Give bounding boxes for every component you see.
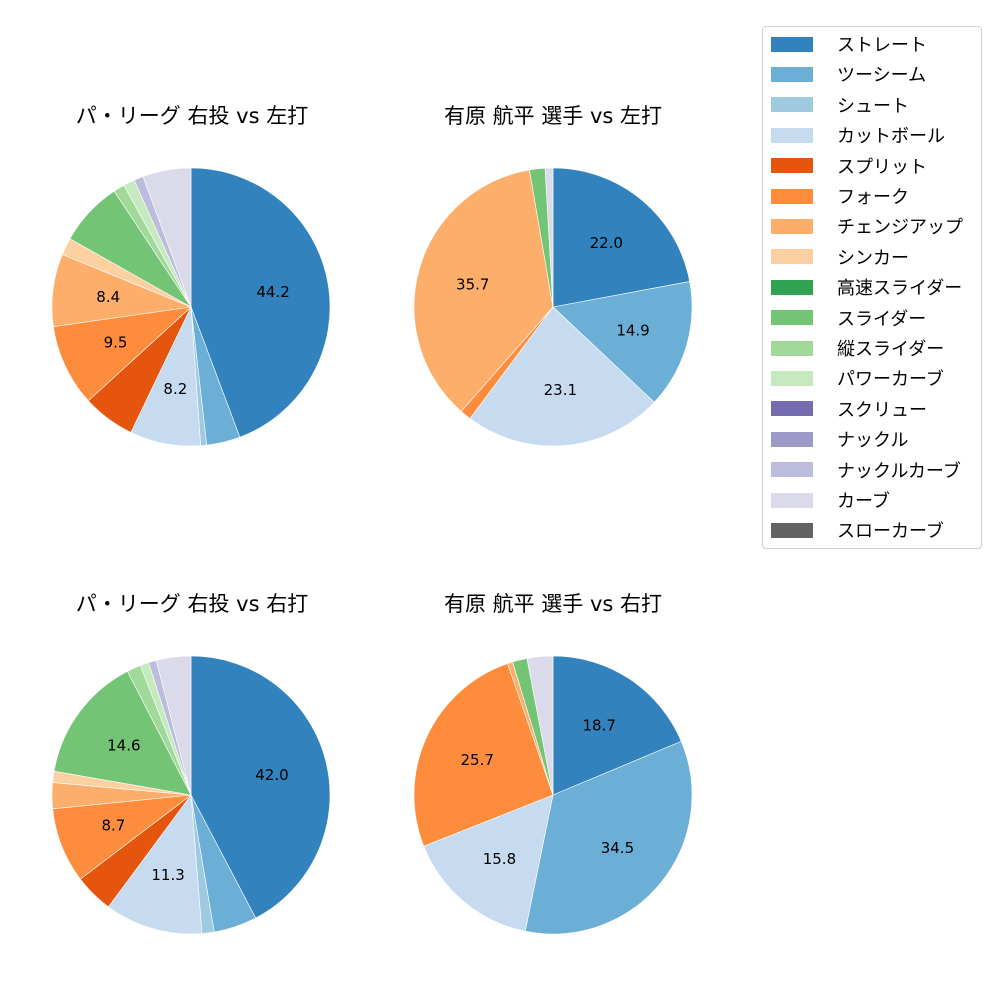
legend-swatch: [771, 522, 813, 538]
pie-slice: [53, 306, 192, 402]
legend-swatch: [771, 462, 813, 478]
legend-label: ナックル: [837, 430, 909, 452]
legend-label: フォーク: [837, 187, 909, 208]
chart-title: 有原 航平 選手 vs 右打: [443, 592, 663, 616]
chart-title: 有原 航平 選手 vs 左打: [443, 104, 663, 128]
pie-chart: 44.2 8.2 9.5 8.4: [51, 167, 331, 447]
pie-slice: [423, 794, 554, 932]
legend-item: スライダー: [771, 307, 927, 330]
legend-item: スローカーブ: [771, 519, 944, 543]
legend-label: シンカー: [837, 247, 909, 269]
slice-value-label: 8.7: [101, 817, 125, 835]
legend-swatch: [771, 158, 813, 174]
slice-value-label: 14.9: [616, 321, 649, 339]
legend-item: ナックルカーブ: [771, 459, 961, 482]
legend-label: カーブ: [837, 491, 890, 512]
legend-swatch: [771, 492, 813, 508]
legend-label: ツーシーム: [837, 65, 927, 87]
pie-slice: [552, 281, 693, 403]
pie-chart: 22.0 14.9 23.1 35.7: [413, 167, 693, 447]
legend-item: 高速スライダー: [771, 276, 963, 300]
legend-label: シュート: [837, 95, 909, 117]
slice-value-label: 35.7: [456, 275, 489, 293]
legend-item: ストレート: [771, 33, 927, 56]
legend-item: カーブ: [771, 489, 890, 512]
legend-item: スプリット: [771, 155, 927, 178]
legend-item: チェンジアップ: [771, 215, 963, 239]
legend-swatch: [771, 127, 813, 143]
legend-swatch: [771, 249, 813, 265]
legend-label: 縦スライダー: [837, 339, 945, 360]
pie-panel-player-vs-right: 有原 航平 選手 vs 右打 18.7 34.5 15.8 25.7: [393, 588, 713, 948]
slice-value-label: 8.4: [96, 288, 120, 306]
pie-slice: [544, 167, 554, 308]
slice-value-label: 34.5: [601, 839, 634, 857]
legend-swatch: [771, 431, 813, 447]
legend-item: 縦スライダー: [771, 337, 945, 360]
pie-slice: [469, 306, 655, 447]
slice-value-label: 9.5: [104, 334, 128, 352]
pie-slice: [413, 169, 554, 412]
slice-value-label: 22.0: [590, 234, 623, 252]
chart-title: パ・リーグ 右投 vs 右打: [75, 592, 309, 616]
legend-item: ツーシーム: [771, 63, 927, 87]
pie-panel-league-vs-right: パ・リーグ 右投 vs 右打 42.0 11.3 8.7 14.6: [32, 588, 352, 948]
pie-slice: [552, 655, 682, 796]
pie-slice: [526, 655, 554, 796]
slice-value-label: 11.3: [151, 866, 184, 884]
legend-swatch: [771, 279, 813, 295]
legend-label: ナックルカーブ: [837, 460, 961, 482]
legend-swatch: [771, 66, 813, 82]
slice-value-label: 18.7: [583, 717, 616, 735]
legend-swatch: [771, 218, 813, 234]
legend-label: スプリット: [837, 156, 927, 178]
slice-value-label: 14.6: [107, 737, 140, 755]
slice-value-label: 15.8: [483, 850, 516, 868]
slice-value-label: 44.2: [256, 283, 289, 301]
legend-label: ストレート: [837, 35, 927, 56]
legend-item: フォーク: [771, 185, 909, 208]
legend-label: スライダー: [837, 308, 927, 330]
pie-slice: [413, 663, 554, 847]
legend-item: シュート: [771, 94, 909, 117]
legend-item: ナックル: [771, 428, 909, 452]
slice-value-label: 23.1: [544, 381, 577, 399]
pie-slice: [142, 167, 192, 308]
legend-item: スクリュー: [771, 398, 927, 421]
legend-label: 高速スライダー: [837, 278, 963, 300]
pie-slice: [108, 794, 203, 935]
legend-swatch: [771, 188, 813, 204]
pie-panel-player-vs-left: 有原 航平 選手 vs 左打 22.0 14.9 23.1 35.7: [393, 100, 713, 460]
slice-value-label: 8.2: [163, 380, 187, 398]
slice-value-label: 25.7: [461, 751, 494, 769]
pie-slice: [53, 670, 192, 796]
legend-swatch: [771, 340, 813, 356]
pie-chart: 42.0 11.3 8.7 14.6: [51, 655, 331, 935]
pie-panel-league-vs-left: パ・リーグ 右投 vs 左打 44.2 8.2 9.5 8.4: [32, 100, 352, 460]
legend-label: スローカーブ: [837, 521, 944, 543]
pie-chart: 18.7 34.5 15.8 25.7: [413, 655, 693, 935]
legend-swatch: [771, 310, 813, 326]
pie-slice: [155, 655, 192, 796]
legend-label: チェンジアップ: [837, 217, 963, 239]
pie-slice: [190, 655, 331, 919]
legend-label: スクリュー: [837, 399, 927, 421]
pie-slice: [552, 167, 690, 308]
legend-swatch: [771, 97, 813, 113]
legend-swatch: [771, 370, 813, 386]
legend-label: カットボール: [837, 126, 945, 148]
legend-swatch: [771, 36, 813, 52]
legend-item: シンカー: [771, 246, 909, 269]
slice-value-label: 42.0: [255, 766, 288, 784]
pie-slice: [524, 741, 693, 935]
legend-item: パワーカーブ: [771, 367, 944, 391]
legend: ストレートツーシームシュートカットボール スプリットフォークチェンジアップ シンカー…: [762, 26, 982, 549]
legend-item: カットボール: [771, 124, 945, 148]
legend-label: パワーカーブ: [837, 369, 944, 391]
pie-slice: [190, 167, 331, 438]
legend-swatch: [771, 401, 813, 417]
chart-title: パ・リーグ 右投 vs 左打: [75, 104, 309, 128]
